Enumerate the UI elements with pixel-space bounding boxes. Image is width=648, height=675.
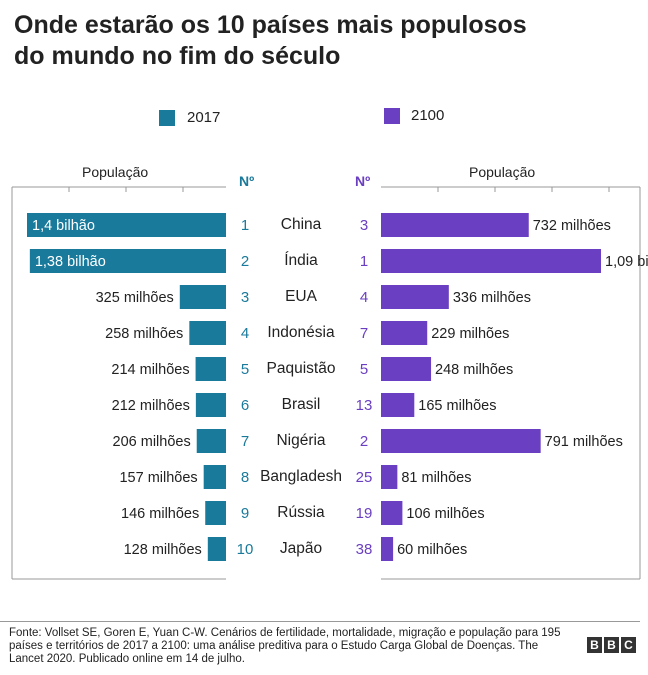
rank-2017: 4 [241,325,249,342]
data-label-2100: 165 milhões [418,398,496,414]
bar-2100 [381,501,403,525]
right-number-header: Nº [355,173,371,189]
data-label-2100: 229 milhões [431,326,509,342]
country-name: China [281,216,322,233]
bbc-logo-letter: C [621,637,636,653]
bar-2017 [179,285,226,309]
left-population-header: População [82,164,149,180]
country-name: Nigéria [276,432,325,449]
rank-2100: 19 [356,505,373,522]
bar-2100 [381,393,415,417]
data-label-2100: 336 milhões [453,290,531,306]
data-label-2100: 60 milhões [397,542,467,558]
chart-title-line-2: do mundo no fim do século [14,42,341,70]
bbc-logo-letter: B [604,637,619,653]
chart-title: Onde estarão os 10 países mais populosos… [14,10,634,72]
rank-2100: 7 [360,325,368,342]
data-label-2100: 106 milhões [406,506,484,522]
data-label-2017: 214 milhões [111,362,189,378]
data-label-2017: 1,38 bilhão [35,254,106,270]
data-label-2100: 81 milhões [401,470,471,486]
bbc-logo: B B C [587,637,636,653]
bar-2100 [381,213,529,237]
bar-2017 [189,321,226,345]
population-chart: 1,4 bilhão 1 China 3 732 milhões 1,38 bilhão 2… [11,186,648,580]
data-label-2017: 157 milhões [119,470,197,486]
data-label-2017: 212 milhões [112,398,190,414]
rank-2017: 6 [241,397,249,414]
rank-2100: 2 [360,433,368,450]
rank-2017: 1 [241,217,249,234]
legend-item-2100: 2100 [384,107,464,127]
legend-item-2017: 2017 [159,109,239,129]
data-label-2100: 732 milhões [533,218,611,234]
data-label-2017: 1,4 bilhão [32,218,95,234]
data-label-2100: 791 milhões [545,434,623,450]
data-label-2017: 206 milhões [113,434,191,450]
bar-2100 [381,249,602,273]
footer-divider [0,621,640,622]
bar-2100 [381,357,432,381]
bar-2017 [195,393,226,417]
bar-2017 [27,213,226,237]
rank-2017: 2 [241,253,249,270]
legend-swatch-2017 [159,110,175,126]
rank-2017: 9 [241,505,249,522]
rank-2100: 5 [360,361,368,378]
legend-label-2017: 2017 [187,109,221,126]
country-name: Japão [280,540,322,557]
rank-2100: 4 [360,289,368,306]
bar-2017 [29,249,226,273]
bar-2100 [381,537,394,561]
rank-2100: 13 [356,397,373,414]
chart-title-line-1: Onde estarão os 10 países mais populosos [14,11,527,39]
source-note: Fonte: Vollset SE, Goren E, Yuan C-W. Ce… [9,627,561,665]
data-label-2100: 248 milhões [435,362,513,378]
country-name: Brasil [282,396,321,413]
rank-2017: 5 [241,361,249,378]
rank-2017: 8 [241,469,249,486]
bar-2100 [381,321,428,345]
data-label-2017: 146 milhões [121,506,199,522]
country-name: Índia [284,252,318,269]
rank-2017: 3 [241,289,249,306]
data-label-2100: 1,09 bilhão [605,254,648,270]
bar-2017 [207,537,226,561]
right-population-header: População [469,164,536,180]
country-name: Indonésia [267,324,335,341]
rank-2100: 25 [356,469,373,486]
bar-2017 [196,429,226,453]
data-label-2017: 325 milhões [96,290,174,306]
rank-2017: 7 [241,433,249,450]
bar-2017 [195,357,226,381]
rank-2100: 3 [360,217,368,234]
bbc-logo-letter: B [587,637,602,653]
rank-2100: 38 [356,541,373,558]
legend-swatch-2100 [384,108,400,124]
bar-2100 [381,285,449,309]
rank-2100: 1 [360,253,368,270]
data-label-2017: 128 milhões [124,542,202,558]
country-name: Bangladesh [260,468,342,485]
left-number-header: Nº [239,173,255,189]
bar-2100 [381,429,541,453]
country-name: EUA [285,288,318,305]
bar-2017 [203,465,226,489]
legend-label-2100: 2100 [411,107,445,124]
country-name: Paquistão [267,360,336,377]
bar-2100 [381,465,398,489]
data-label-2017: 258 milhões [105,326,183,342]
country-name: Rússia [277,504,325,521]
rank-2017: 10 [237,541,254,558]
bar-2017 [205,501,226,525]
